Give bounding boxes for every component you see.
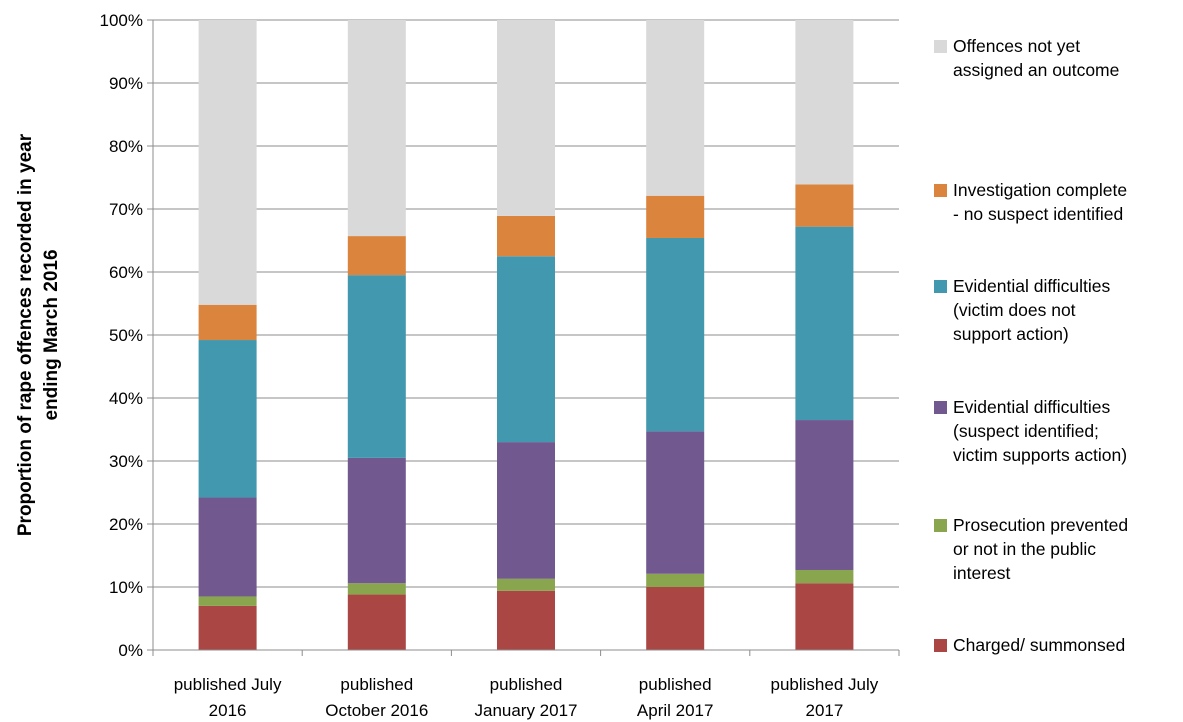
y-tick-label: 60% — [109, 263, 143, 282]
legend-swatch — [934, 401, 947, 414]
bar-segment — [646, 431, 705, 574]
y-tick-label: 20% — [109, 515, 143, 534]
y-tick-label: 70% — [109, 200, 143, 219]
x-tick-label: published April 2017 — [637, 675, 714, 720]
legend-label: Investigation complete - no suspect ident… — [953, 180, 1128, 224]
stacked-bar-chart: 0% 10% 20% 30% 40% 50% 60% 70% 80% 90% 100% publis… — [15, 11, 900, 720]
legend-swatch — [934, 639, 947, 652]
y-tick-label: 50% — [109, 326, 143, 345]
bar-segment — [497, 256, 555, 443]
bar-segment — [497, 590, 555, 650]
bar-segment — [497, 20, 555, 216]
bar-segment — [198, 340, 257, 498]
y-tick-label: 40% — [109, 389, 143, 408]
x-tick-labels: published July 2016 published October 2016 p… — [174, 675, 879, 720]
bar-segment — [347, 457, 406, 584]
legend: Offences not yet assigned an outcome Inves… — [934, 0, 1183, 722]
bar-segment — [198, 304, 257, 341]
x-tick-label: published January 2017 — [474, 675, 577, 720]
bar-segment — [646, 20, 705, 196]
bar-segment — [198, 497, 257, 597]
y-axis-label: Proportion of rape offences recorded in … — [15, 133, 62, 536]
bars — [198, 20, 854, 650]
bar-segment — [646, 573, 705, 587]
bar-segment — [497, 215, 555, 257]
bar-segment — [347, 583, 406, 595]
bar-segment — [497, 578, 555, 591]
legend-swatch — [934, 280, 947, 293]
x-tick-label: published October 2016 — [325, 675, 428, 720]
legend-label: Prosecution prevented or not in the publi… — [953, 515, 1129, 583]
bar-segment — [347, 20, 406, 237]
legend-label: Offences not yet assigned an outcome — [953, 36, 1120, 80]
y-tick-label: 10% — [109, 578, 143, 597]
y-tick-label: 0% — [118, 641, 143, 660]
y-tick-label: 30% — [109, 452, 143, 471]
axes — [152, 20, 900, 656]
legend-swatch — [934, 184, 947, 197]
y-tick-labels: 0% 10% 20% 30% 40% 50% 60% 70% 80% 90% 100% — [100, 11, 143, 660]
y-tick-label: 80% — [109, 137, 143, 156]
y-tick-label: 90% — [109, 74, 143, 93]
bar-segment — [347, 236, 406, 276]
bar-segment — [198, 20, 257, 305]
bar-segment — [795, 569, 854, 584]
bar-segment — [795, 420, 854, 570]
bar-segment — [198, 596, 257, 606]
bar-segment — [795, 20, 854, 185]
bar-segment — [497, 442, 555, 579]
x-tick-label: published July 2016 — [174, 675, 282, 720]
bar-segment — [347, 275, 406, 458]
bar-segment — [646, 237, 705, 432]
bar-segment — [795, 583, 854, 650]
bar-segment — [646, 195, 705, 238]
x-tick-label: published July 2017 — [771, 675, 879, 720]
y-tick-label: 100% — [100, 11, 143, 30]
legend-label: Evidential difficulties (victim does not s… — [953, 276, 1111, 344]
legend-swatch — [934, 519, 947, 532]
legend-label: Evidential difficulties (suspect identifi… — [953, 397, 1128, 465]
bar-segment — [795, 184, 854, 227]
bar-segment — [198, 605, 257, 650]
legend-label: Charged/ summonsed — [953, 635, 1126, 655]
legend-swatch — [934, 40, 947, 53]
bar-segment — [646, 587, 705, 650]
bar-segment — [795, 226, 854, 421]
bar-segment — [347, 594, 406, 650]
